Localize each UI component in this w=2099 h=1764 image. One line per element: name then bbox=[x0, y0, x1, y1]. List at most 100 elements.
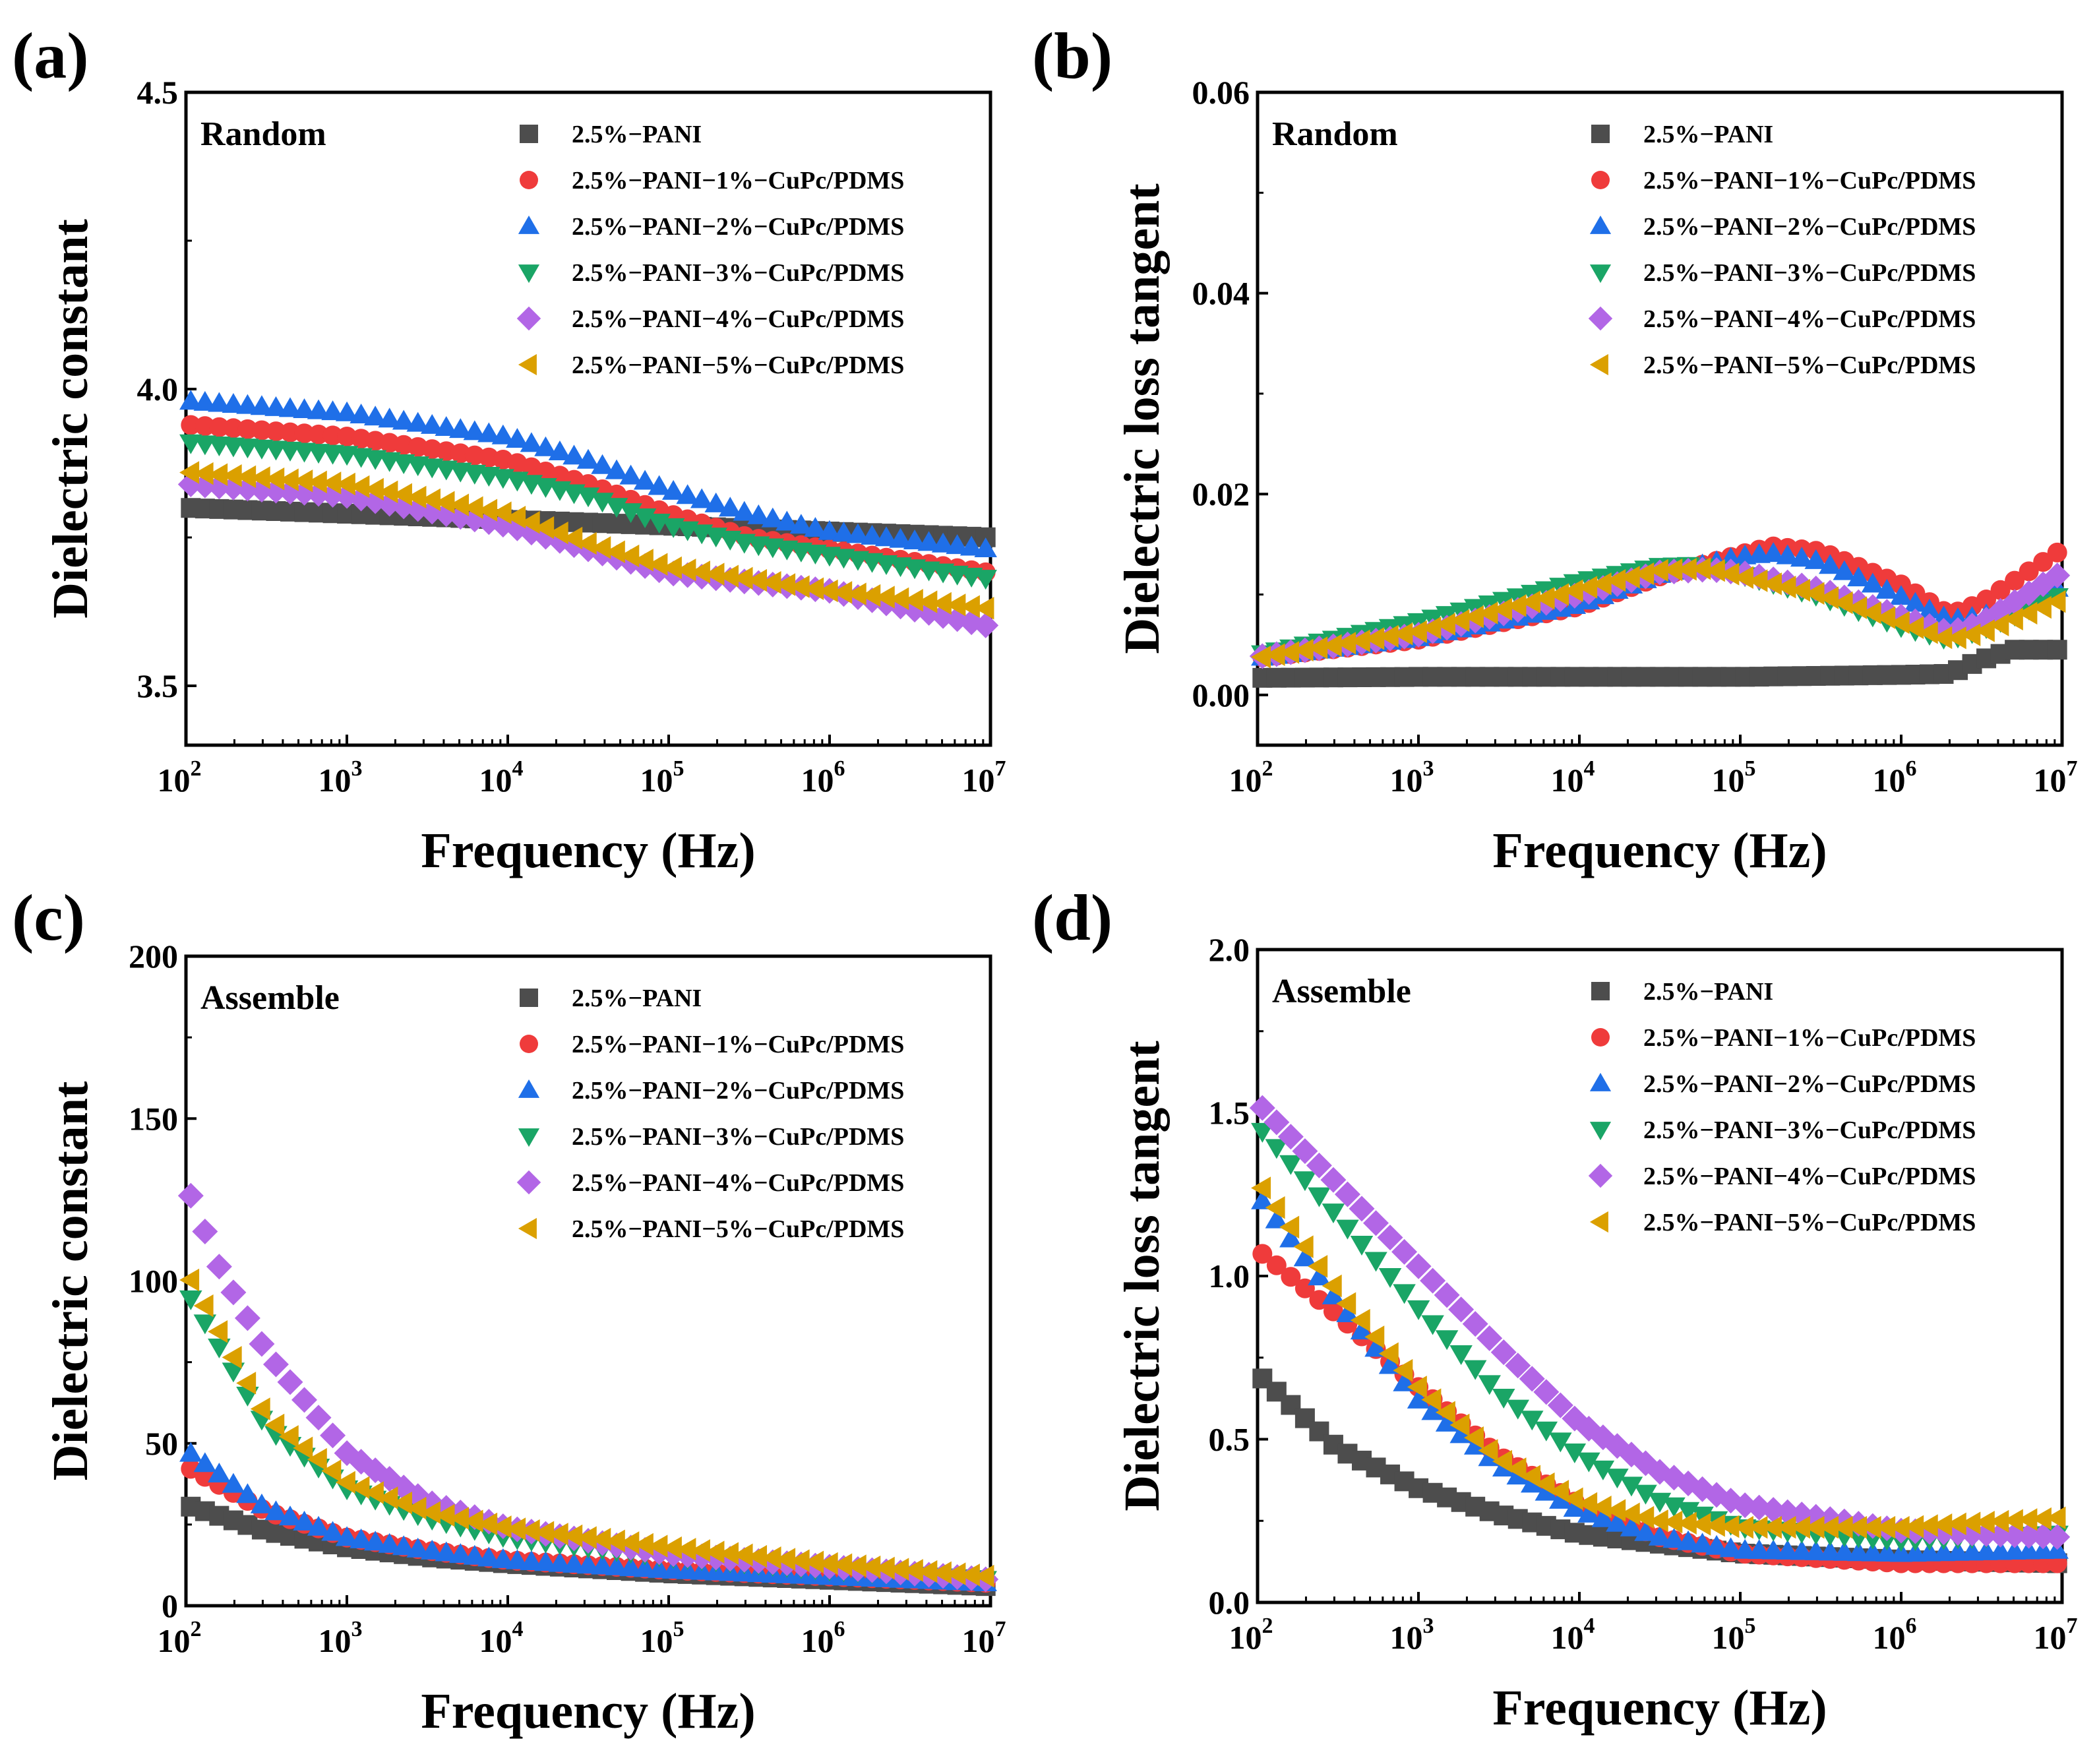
data-point bbox=[1320, 1167, 1347, 1193]
legend-marker bbox=[518, 1128, 540, 1147]
data-point bbox=[520, 1519, 540, 1542]
data-point bbox=[591, 493, 614, 513]
data-point bbox=[1819, 1515, 1839, 1539]
data-point bbox=[648, 475, 671, 495]
data-point bbox=[1861, 572, 1885, 593]
data-point bbox=[1904, 1515, 1924, 1538]
data-point bbox=[1676, 1511, 1697, 1535]
series-3 bbox=[179, 390, 997, 557]
data-point bbox=[2003, 1509, 2023, 1532]
data-point bbox=[633, 1557, 657, 1577]
data-point bbox=[974, 1564, 994, 1588]
data-point bbox=[1606, 1469, 1629, 1489]
data-point bbox=[733, 566, 753, 590]
data-point bbox=[264, 1500, 288, 1521]
data-point bbox=[1463, 605, 1484, 628]
data-point bbox=[2046, 590, 2066, 613]
data-point bbox=[1478, 1375, 1501, 1395]
data-point bbox=[1506, 1399, 1530, 1420]
data-point bbox=[789, 575, 810, 598]
data-point bbox=[1322, 634, 1342, 657]
data-point bbox=[1521, 1411, 1544, 1431]
data-point bbox=[250, 1493, 274, 1513]
data-point bbox=[506, 1517, 526, 1540]
data-point bbox=[291, 1387, 318, 1413]
legend-marker bbox=[1591, 982, 1610, 1000]
data-point bbox=[2005, 570, 2025, 591]
data-point bbox=[1577, 1502, 1600, 1523]
data-point bbox=[1334, 1181, 1360, 1207]
data-point bbox=[946, 1562, 966, 1585]
data-point bbox=[747, 568, 768, 592]
data-point bbox=[889, 1558, 909, 1581]
data-point bbox=[1293, 1246, 1317, 1267]
data-point bbox=[208, 463, 228, 486]
data-point bbox=[1733, 1515, 1753, 1539]
data-point bbox=[548, 441, 572, 461]
data-point bbox=[264, 396, 288, 416]
legend-label: 2.5%−PANI−1%−CuPc/PDMS bbox=[1643, 167, 1976, 195]
data-point bbox=[1449, 1345, 1473, 1365]
data-point bbox=[378, 1486, 398, 1509]
data-point bbox=[605, 459, 628, 479]
y-tick-label: 4.5 bbox=[137, 74, 179, 111]
data-point bbox=[1490, 1339, 1517, 1366]
x-tick-label: 102 bbox=[1229, 1614, 1273, 1656]
data-point bbox=[1875, 578, 1899, 599]
legend-marker bbox=[1589, 264, 1612, 284]
data-point bbox=[591, 454, 614, 474]
panel-letter: (a) bbox=[12, 19, 89, 92]
data-point bbox=[1281, 1267, 1301, 1287]
data-point bbox=[1662, 1510, 1683, 1534]
data-point bbox=[563, 526, 583, 550]
legend-label: 2.5%−PANI−3%−CuPc/PDMS bbox=[572, 259, 904, 287]
y-tick-label: 100 bbox=[129, 1263, 178, 1300]
x-tick-label: 104 bbox=[479, 756, 524, 799]
data-point bbox=[491, 1548, 515, 1568]
data-point bbox=[307, 1515, 330, 1536]
data-point bbox=[1875, 1542, 1899, 1562]
data-point bbox=[1265, 1208, 1289, 1229]
data-point bbox=[1265, 1139, 1289, 1159]
legend-marker bbox=[520, 988, 538, 1007]
data-point bbox=[1974, 1511, 1995, 1534]
data-point bbox=[1421, 1388, 1442, 1411]
data-point bbox=[506, 1549, 529, 1569]
legend-label: 2.5%−PANI bbox=[1643, 121, 1773, 148]
data-point bbox=[1506, 594, 1527, 617]
data-point bbox=[1535, 1421, 1558, 1442]
data-point bbox=[307, 470, 327, 494]
y-tick-label: 0.5 bbox=[1209, 1421, 1250, 1458]
data-point bbox=[1349, 1196, 1375, 1222]
data-point bbox=[1293, 1235, 1314, 1258]
legend-marker bbox=[1589, 215, 1612, 234]
data-point bbox=[179, 1442, 202, 1462]
data-point bbox=[846, 1554, 867, 1577]
data-point bbox=[1478, 601, 1498, 624]
data-point bbox=[363, 1531, 387, 1551]
data-point bbox=[903, 589, 923, 612]
legend-label: 2.5%−PANI−1%−CuPc/PDMS bbox=[572, 1031, 904, 1058]
data-point bbox=[1662, 1528, 1686, 1548]
data-point bbox=[548, 521, 568, 545]
x-tick-label: 104 bbox=[479, 1617, 524, 1659]
data-point bbox=[1549, 1432, 1572, 1453]
data-point bbox=[264, 467, 285, 491]
data-point bbox=[1547, 1392, 1573, 1418]
legend-marker bbox=[1591, 171, 1610, 189]
data-point bbox=[208, 1338, 231, 1358]
legend-label: 2.5%−PANI−4%−CuPc/PDMS bbox=[572, 305, 904, 333]
data-point bbox=[264, 1413, 285, 1437]
data-point bbox=[1407, 1300, 1430, 1320]
data-point bbox=[293, 398, 316, 418]
legend-label: 2.5%−PANI−4%−CuPc/PDMS bbox=[572, 1169, 904, 1197]
data-point bbox=[733, 1543, 753, 1567]
data-point bbox=[1435, 1401, 1455, 1424]
legend-label: 2.5%−PANI−2%−CuPc/PDMS bbox=[572, 213, 904, 241]
legend-label: 2.5%−PANI−3%−CuPc/PDMS bbox=[1643, 259, 1976, 287]
data-point bbox=[1563, 579, 1583, 603]
data-point bbox=[1292, 1138, 1318, 1165]
data-point bbox=[789, 1549, 810, 1572]
data-point bbox=[249, 1331, 275, 1357]
data-point bbox=[1364, 627, 1385, 650]
